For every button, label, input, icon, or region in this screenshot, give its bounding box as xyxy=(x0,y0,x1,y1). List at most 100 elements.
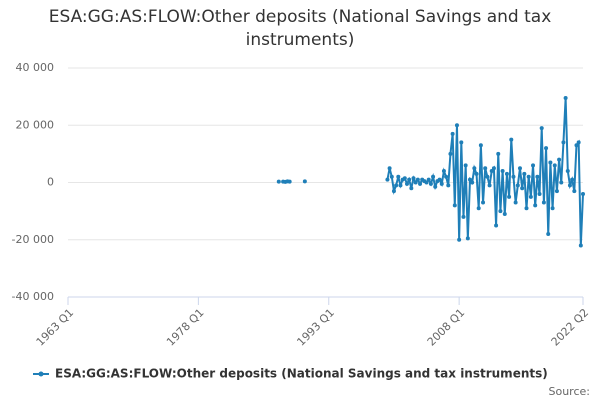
point xyxy=(478,143,483,148)
point xyxy=(441,169,446,174)
y-tick-label: -40 000 xyxy=(12,290,54,303)
point xyxy=(446,183,451,188)
point xyxy=(454,123,459,128)
point xyxy=(539,126,544,131)
chart-title: ESA:GG:AS:FLOW:Other deposits (National … xyxy=(48,7,552,50)
point xyxy=(387,166,392,171)
point xyxy=(448,151,453,156)
point xyxy=(557,157,562,162)
x-tick-label: 1993 Q1 xyxy=(294,306,337,349)
point xyxy=(496,151,501,156)
point xyxy=(554,189,559,194)
x-tick-label: 1978 Q1 xyxy=(164,306,207,349)
point xyxy=(474,171,479,176)
point xyxy=(509,137,514,142)
point xyxy=(428,181,433,186)
point xyxy=(470,180,475,185)
point xyxy=(439,181,444,186)
point xyxy=(487,183,492,188)
point xyxy=(578,243,583,248)
point xyxy=(389,174,394,179)
point xyxy=(570,177,575,182)
point xyxy=(559,180,564,185)
point xyxy=(526,174,531,179)
point xyxy=(481,200,486,205)
point xyxy=(520,186,525,191)
point xyxy=(302,179,307,184)
point xyxy=(463,163,468,168)
point xyxy=(409,186,414,191)
y-tick-label: 20 000 xyxy=(16,118,55,131)
point xyxy=(567,183,572,188)
point xyxy=(537,191,542,196)
point xyxy=(531,163,536,168)
point xyxy=(546,232,551,237)
point xyxy=(394,183,399,188)
point xyxy=(407,177,412,182)
source-label: Source: xyxy=(549,385,591,398)
point xyxy=(489,169,494,174)
series-line xyxy=(282,98,584,246)
point xyxy=(483,166,488,171)
point xyxy=(461,214,466,219)
point xyxy=(465,236,470,241)
point xyxy=(444,174,449,179)
point xyxy=(457,237,462,242)
point xyxy=(522,171,527,176)
y-tick-label: -20 000 xyxy=(12,233,54,246)
point xyxy=(563,96,568,101)
point xyxy=(524,206,529,211)
point xyxy=(491,166,496,171)
legend-label: ESA:GG:AS:FLOW:Other deposits (National … xyxy=(55,367,548,381)
point xyxy=(541,200,546,205)
point xyxy=(426,177,431,182)
point xyxy=(574,143,579,148)
point xyxy=(565,169,570,174)
legend-marker xyxy=(38,371,44,377)
point xyxy=(385,177,390,182)
point xyxy=(515,183,520,188)
point xyxy=(511,174,516,179)
point xyxy=(581,191,585,196)
point xyxy=(276,179,281,184)
x-tick-label: 1963 Q1 xyxy=(34,306,77,349)
point xyxy=(550,206,555,211)
point xyxy=(576,140,581,145)
point xyxy=(513,200,518,205)
point xyxy=(498,209,503,214)
point xyxy=(396,174,401,179)
point xyxy=(517,166,522,171)
point xyxy=(437,177,442,182)
y-tick-label: 40 000 xyxy=(16,61,55,74)
point xyxy=(533,203,538,208)
point xyxy=(415,177,420,182)
point xyxy=(507,194,512,199)
point xyxy=(468,177,473,182)
point xyxy=(418,181,423,186)
point xyxy=(502,211,507,216)
point xyxy=(504,171,509,176)
point xyxy=(287,179,292,184)
point xyxy=(431,174,436,179)
point xyxy=(398,183,403,188)
point xyxy=(572,189,577,194)
point xyxy=(424,180,429,185)
point xyxy=(450,131,455,136)
point xyxy=(404,181,409,186)
point xyxy=(548,160,553,165)
point xyxy=(391,189,396,194)
point xyxy=(402,176,407,181)
point xyxy=(433,184,438,189)
x-tick-label: 2008 Q1 xyxy=(425,306,468,349)
point xyxy=(528,194,533,199)
point xyxy=(535,174,540,179)
point xyxy=(472,166,477,171)
point xyxy=(500,169,505,174)
point xyxy=(411,176,416,181)
y-tick-label: 0 xyxy=(47,176,54,189)
point xyxy=(552,163,557,168)
point xyxy=(561,140,566,145)
point xyxy=(452,203,457,208)
